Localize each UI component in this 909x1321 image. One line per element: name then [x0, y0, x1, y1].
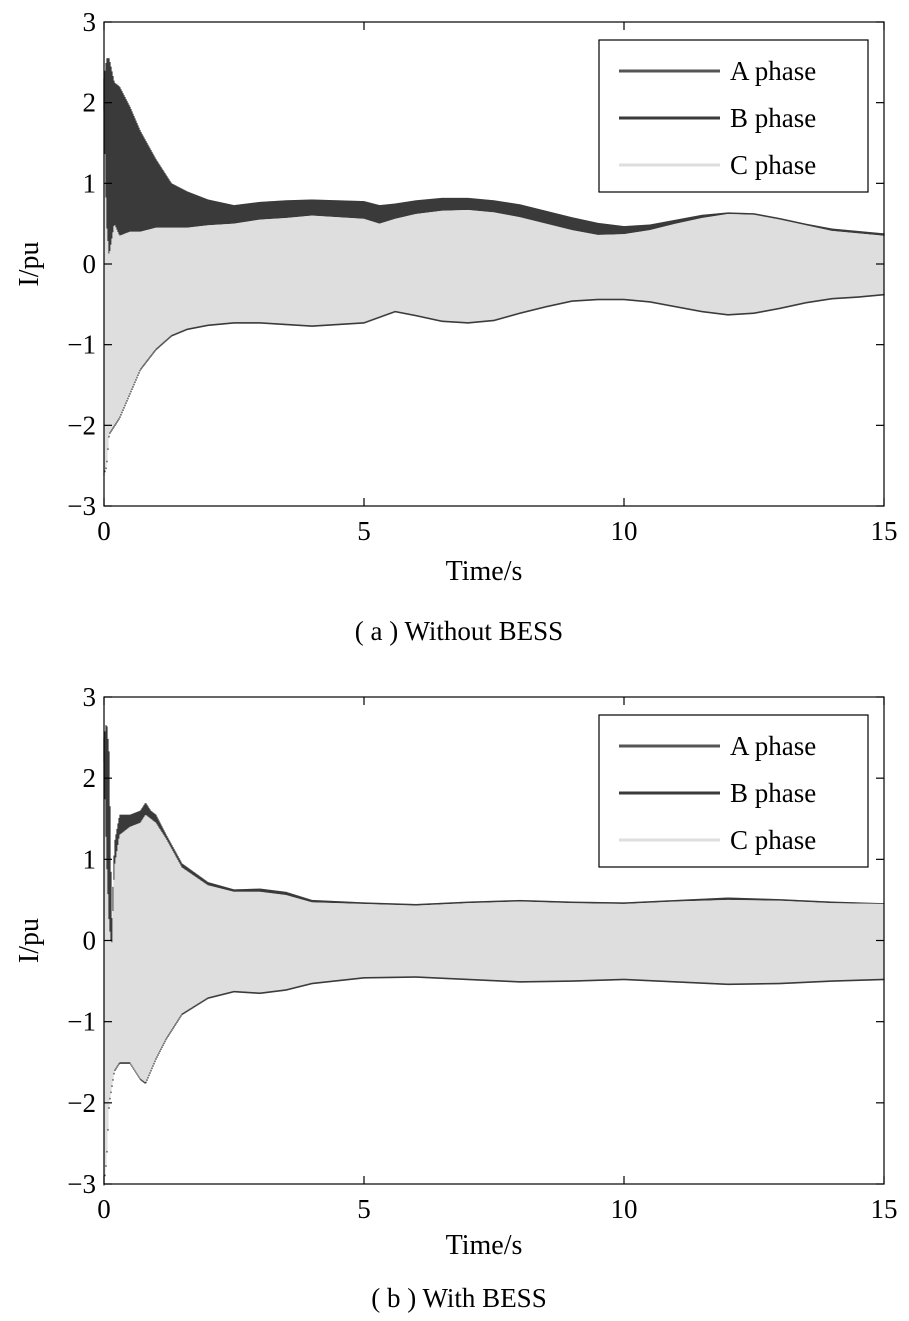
legend-label: A phase: [730, 56, 816, 86]
y-tick-label: 1: [83, 168, 97, 198]
legend: A phase B phase C phase: [598, 39, 869, 193]
x-tick-label: 5: [357, 516, 371, 546]
series-envelope: [103, 725, 885, 1186]
x-axis-label: Time/s: [446, 556, 523, 587]
x-tick-label: 10: [611, 516, 638, 546]
y-tick-label: 3: [83, 7, 97, 37]
y-tick-label: 2: [83, 763, 97, 793]
x-tick-label: 5: [357, 1194, 371, 1224]
y-tick-label: −3: [67, 1169, 96, 1199]
y-axis-label: I/pu: [14, 918, 45, 963]
legend-box: [598, 714, 869, 868]
y-tick-label: 0: [83, 926, 97, 956]
y-axis-label: I/pu: [14, 241, 45, 286]
figure-caption: ( b ) With BESS: [371, 1283, 546, 1313]
x-tick-label: 10: [611, 1194, 638, 1224]
y-tick-label: −1: [67, 1007, 96, 1037]
x-axis-label: Time/s: [446, 1230, 523, 1261]
legend-label: B phase: [730, 103, 816, 133]
legend-box: [598, 39, 869, 193]
x-tick-label: 15: [871, 516, 898, 546]
y-tick-label: −3: [67, 491, 96, 521]
x-tick-label: 0: [97, 516, 111, 546]
chart-a: 0 5 10 15 −3 −2 −1 0 1 2 3 Time/s I/pu ( a ) Without …: [14, 7, 898, 646]
x-tick-label: 0: [97, 1194, 111, 1224]
legend-label: C phase: [730, 150, 816, 180]
series-envelope: [103, 58, 885, 476]
y-tick-label: −1: [67, 330, 96, 360]
y-tick-label: −2: [67, 1088, 96, 1118]
y-tick-label: −2: [67, 410, 96, 440]
legend-label: A phase: [730, 731, 816, 761]
y-tick-label: 3: [83, 682, 97, 712]
legend-label: C phase: [730, 825, 816, 855]
x-tick-label: 15: [871, 1194, 898, 1224]
y-tick-label: 1: [83, 844, 97, 874]
figure-caption: ( a ) Without BESS: [355, 616, 563, 646]
y-tick-label: 0: [83, 249, 97, 279]
y-tick-label: 2: [83, 88, 97, 118]
legend-label: B phase: [730, 778, 816, 808]
chart-b: 0 5 10 15 −3 −2 −1 0 1 2 3 Time/s I/pu ( b ) With BES…: [14, 682, 898, 1313]
legend: A phase B phase C phase: [598, 714, 869, 868]
